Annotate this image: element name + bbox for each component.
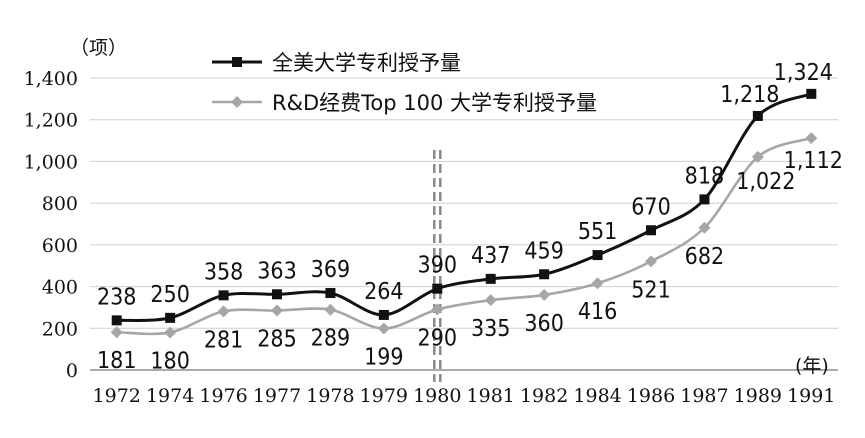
y-tick-label: 1,400	[24, 68, 78, 90]
y-tick-label: 600	[42, 235, 78, 257]
y-tick-label: 1,200	[24, 110, 78, 132]
data-label: 363	[257, 258, 297, 284]
x-tick-label: 1984	[573, 385, 621, 407]
data-label: 238	[97, 284, 137, 310]
data-point	[164, 326, 177, 339]
data-label: 264	[364, 279, 404, 305]
data-point	[272, 289, 282, 300]
y-axis: 0 200 400 600 800 1,000 1,200 1,400	[24, 68, 78, 382]
x-tick-label: 1979	[360, 385, 408, 407]
data-label: 818	[685, 163, 725, 189]
legend-marker	[231, 96, 243, 108]
x-tick-label: 1981	[467, 385, 515, 407]
data-point	[645, 255, 657, 268]
data-point	[217, 305, 230, 318]
data-point	[539, 269, 550, 280]
data-label: 459	[524, 238, 564, 264]
data-point	[538, 288, 551, 301]
data-label: 199	[364, 344, 404, 370]
data-label: 551	[578, 219, 618, 245]
data-label: 416	[578, 299, 618, 325]
x-tick-label: 1986	[627, 385, 675, 407]
data-point	[325, 288, 336, 299]
data-point	[591, 277, 604, 290]
data-label: 369	[311, 257, 351, 283]
series-lines	[110, 88, 818, 339]
x-tick-label: 1991	[787, 385, 835, 407]
x-tick-label: 1978	[306, 385, 354, 407]
data-point	[218, 290, 229, 301]
data-point	[165, 312, 176, 323]
data-label: 360	[524, 311, 564, 337]
data-point	[751, 150, 764, 163]
y-tick-label: 800	[42, 193, 78, 215]
data-point	[592, 250, 603, 261]
legend-marker	[232, 57, 242, 67]
x-tick-label: 1987	[680, 385, 728, 407]
data-point	[806, 88, 817, 99]
data-label: 682	[685, 244, 725, 270]
data-point	[698, 221, 711, 234]
y-tick-label: 0	[66, 360, 78, 382]
x-axis-unit: (年)	[795, 355, 829, 377]
data-label: 250	[150, 282, 190, 308]
x-tick-label: 1989	[734, 385, 782, 407]
x-tick-label: 1972	[93, 385, 141, 407]
data-label: 1,112	[784, 148, 843, 174]
y-tick-label: 1,000	[24, 151, 78, 173]
legend-label: R&D经费Top 100 大学专利授予量	[272, 91, 597, 115]
x-axis: 1972 1974 1976 1977 1978 1979 1980 1981 1982 1984…	[93, 385, 836, 407]
data-point	[805, 132, 818, 145]
x-tick-label: 1976	[199, 385, 247, 407]
data-label: 1,324	[774, 60, 833, 86]
data-point	[431, 303, 444, 316]
data-label: 281	[204, 327, 244, 353]
data-point	[111, 315, 122, 326]
data-label: 1,022	[736, 169, 795, 195]
y-tick-label: 200	[42, 318, 78, 340]
data-point	[484, 294, 497, 307]
data-label: 335	[471, 316, 511, 342]
data-label: 670	[631, 194, 671, 220]
data-label: 1,218	[720, 82, 779, 108]
data-point	[110, 326, 123, 339]
data-point	[699, 194, 710, 205]
gridlines	[90, 77, 838, 371]
data-label: 390	[418, 253, 458, 279]
year-divider	[433, 150, 442, 382]
data-point	[271, 304, 283, 317]
legend-label: 全美大学专利授予量	[272, 51, 461, 75]
x-tick-label: 1982	[520, 385, 568, 407]
data-label: 285	[257, 327, 297, 353]
x-tick-label: 1980	[413, 385, 461, 407]
data-labels: 238 250 358 363 369 264 390 437 459 551 670 818 1,21…	[97, 60, 843, 375]
data-point	[752, 110, 763, 121]
y-tick-label: 400	[42, 277, 78, 299]
data-point	[432, 283, 443, 294]
data-point	[646, 225, 656, 236]
y-axis-unit: （项）	[70, 37, 127, 59]
data-point	[378, 309, 389, 320]
data-point	[324, 303, 337, 316]
x-tick-label: 1977	[253, 385, 301, 407]
data-label: 181	[97, 348, 137, 374]
data-label: 290	[418, 326, 458, 352]
data-label: 521	[631, 277, 671, 303]
x-tick-label: 1974	[146, 385, 194, 407]
data-label: 289	[311, 326, 351, 352]
data-label: 180	[150, 348, 190, 374]
legend: 全美大学专利授予量 R&D经费Top 100 大学专利授予量	[212, 51, 597, 115]
data-label: 358	[204, 259, 244, 285]
data-point	[485, 273, 496, 284]
data-label: 437	[471, 243, 511, 269]
data-point	[377, 322, 390, 335]
